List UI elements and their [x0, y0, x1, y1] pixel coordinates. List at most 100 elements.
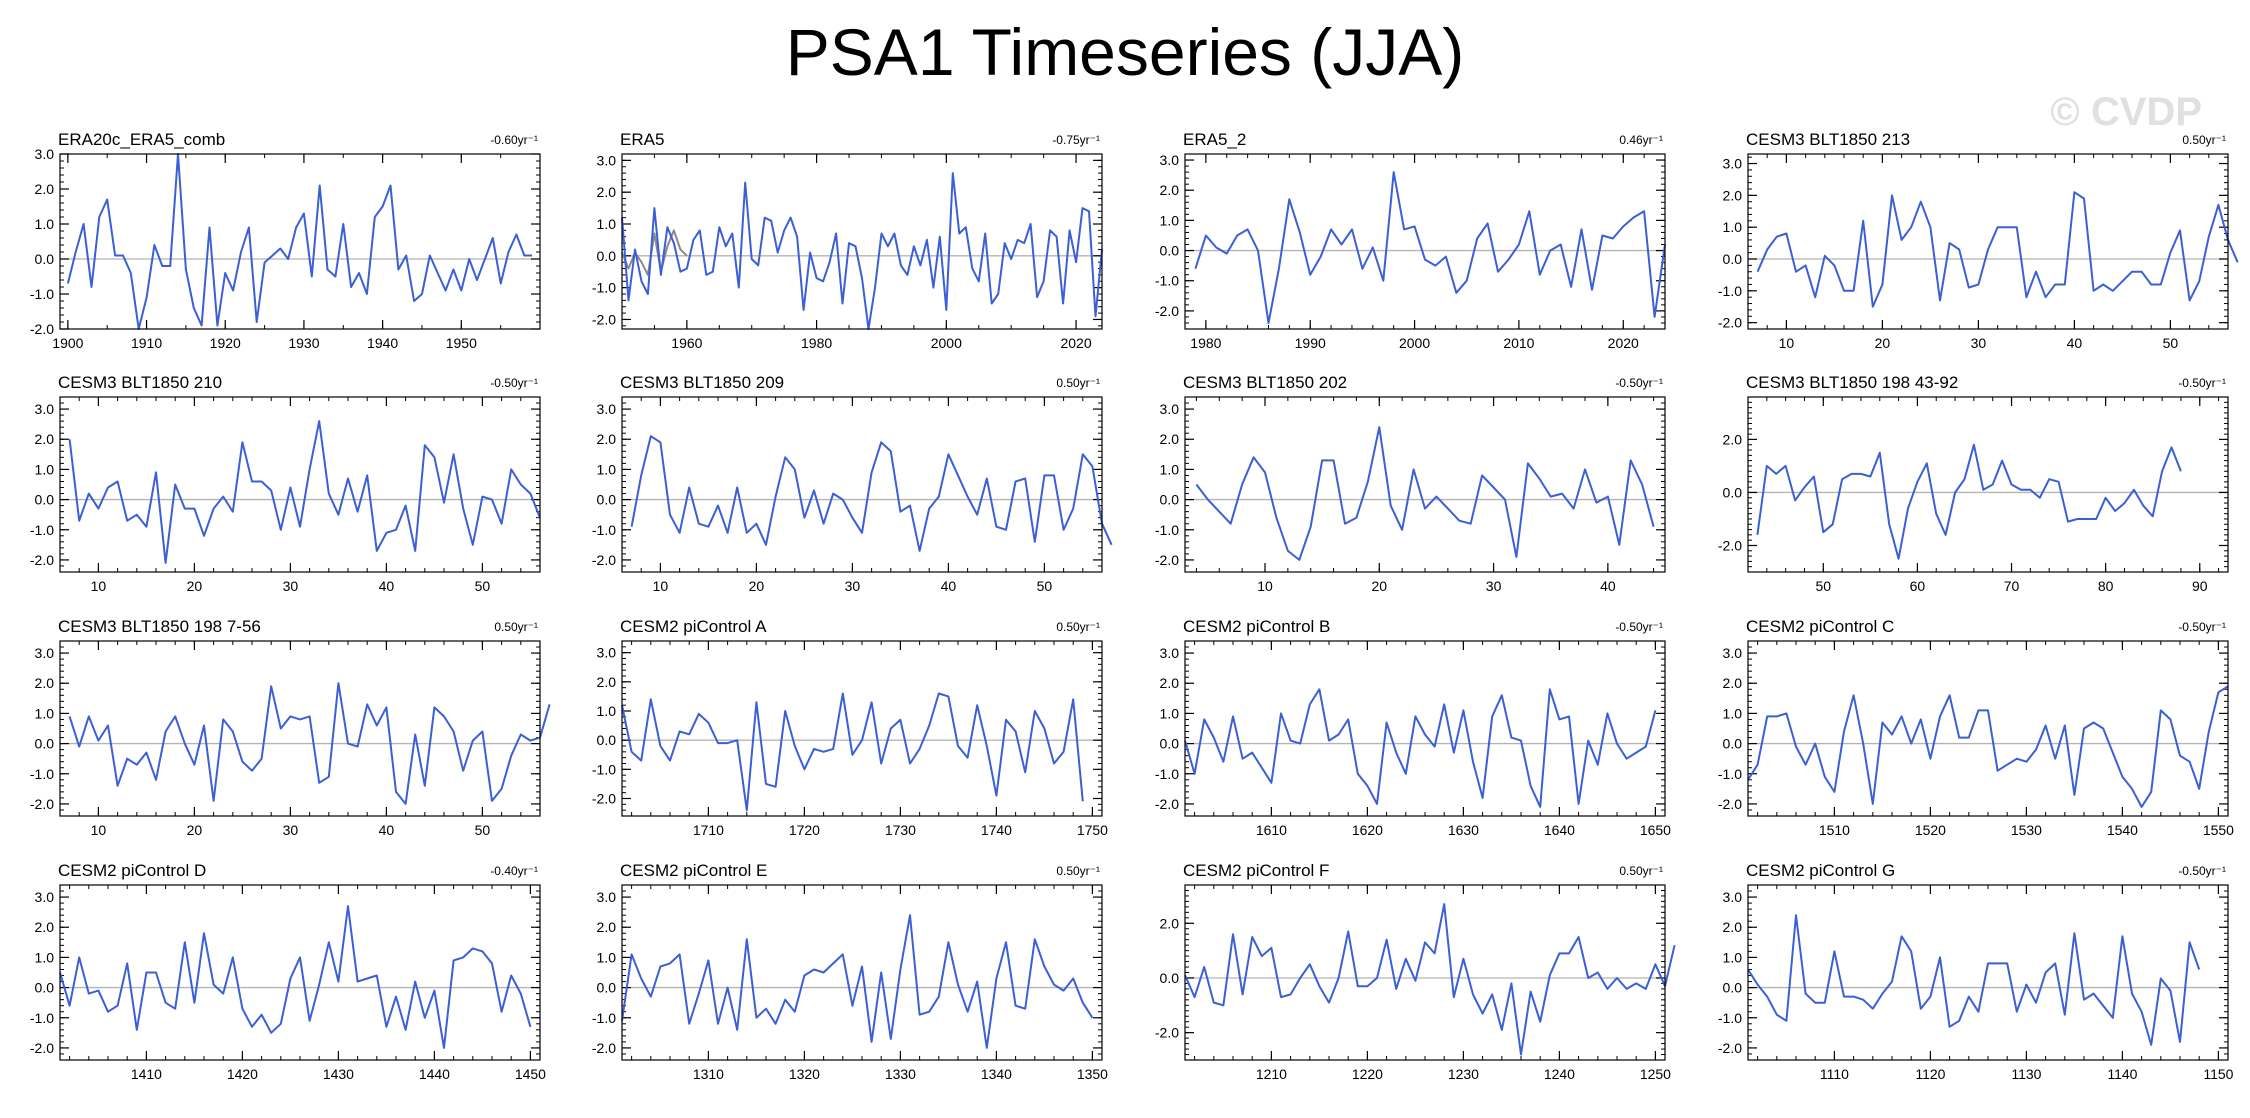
x-tick-label: 1340	[981, 1066, 1012, 1082]
watermark: © CVDP	[2050, 90, 2202, 134]
x-tick-label: 40	[941, 578, 957, 594]
y-tick-label: 2.0	[1160, 915, 1180, 931]
x-tick-label: 1630	[1448, 822, 1479, 838]
x-tick-label: 1430	[323, 1066, 354, 1082]
x-tick-label: 1110	[1820, 1066, 1849, 1082]
plot-frame	[621, 153, 1103, 330]
panel-title: CESM2 piControl G	[1746, 861, 1895, 880]
panel-title: ERA5	[620, 130, 664, 149]
y-tick-label: 0.0	[1723, 980, 1743, 996]
y-tick-label: 3.0	[35, 889, 55, 905]
y-tick-label: 2.0	[1160, 182, 1180, 198]
x-tick-label: 2000	[931, 335, 962, 351]
panel-trend: -0.50yr⁻¹	[490, 376, 538, 390]
x-tick-label: 10	[653, 578, 669, 594]
x-tick-label: 1510	[1819, 822, 1850, 838]
y-tick-label: 2.0	[1723, 187, 1743, 203]
x-tick-label: 1440	[419, 1066, 450, 1082]
y-tick-label: 2.0	[597, 184, 617, 200]
x-tick-label: 20	[1875, 335, 1891, 351]
y-tick-label: -2.0	[592, 311, 616, 327]
y-tick-label: 1.0	[597, 703, 617, 719]
y-tick-label: 0.0	[597, 248, 617, 264]
panel-title: CESM3 BLT1850 209	[620, 373, 784, 392]
x-tick-label: 1640	[1544, 822, 1575, 838]
panel-title: CESM3 BLT1850 202	[1183, 373, 1347, 392]
x-tick-label: 1740	[981, 822, 1012, 838]
y-tick-label: 1.0	[1160, 461, 1180, 477]
y-tick-label: 3.0	[35, 401, 55, 417]
panel-12: CESM2 piControl D -0.40yr⁻¹ -2.0 -1.0 0.0 1.0…	[30, 861, 546, 1082]
y-tick-label: 0.0	[35, 492, 55, 508]
y-tick-label: 2.0	[597, 919, 617, 935]
y-tick-label: -2.0	[1718, 1040, 1742, 1056]
x-tick-label: 1900	[52, 335, 83, 351]
y-tick-label: -1.0	[1155, 766, 1179, 782]
series-line	[59, 905, 532, 1049]
x-tick-label: 50	[2163, 335, 2179, 351]
y-tick-label: -1.0	[592, 761, 616, 777]
y-tick-label: 3.0	[1723, 889, 1743, 905]
panel-0: ERA20c_ERA5_comb -0.60yr⁻¹ -2.0 -1.0 0.0 1.0 2…	[30, 130, 541, 351]
y-tick-label: -1.0	[592, 280, 616, 296]
y-tick-label: 1.0	[1160, 705, 1180, 721]
y-tick-label: 1.0	[597, 461, 617, 477]
y-tick-label: 3.0	[1160, 152, 1180, 168]
x-tick-label: 20	[1371, 578, 1387, 594]
x-tick-label: 1210	[1256, 1066, 1287, 1082]
y-tick-label: 0.0	[597, 980, 617, 996]
y-tick-label: -1.0	[1155, 273, 1179, 289]
x-tick-label: 1540	[2107, 822, 2138, 838]
plot-frame	[59, 640, 541, 817]
y-tick-label: 2.0	[1160, 431, 1180, 447]
x-tick-label: 1710	[693, 822, 724, 838]
series-line	[68, 420, 541, 564]
plot-frame	[621, 884, 1103, 1061]
x-tick-label: 50	[1816, 578, 1832, 594]
series-line	[621, 692, 1084, 812]
panel-15: CESM2 piControl G -0.50yr⁻¹ -2.0 -1.0 0.0 1.0…	[1718, 861, 2234, 1082]
y-tick-label: 1.0	[35, 949, 55, 965]
panel-title: CESM2 piControl D	[58, 861, 206, 880]
x-tick-label: 20	[187, 822, 203, 838]
panel-trend: 0.50yr⁻¹	[1056, 376, 1100, 390]
plot-frame	[1184, 396, 1666, 573]
panel-title: CESM2 piControl C	[1746, 617, 1894, 636]
x-tick-label: 1520	[1915, 822, 1946, 838]
series-line	[1747, 685, 2229, 808]
x-tick-label: 1750	[1077, 822, 1108, 838]
y-tick-label: 1.0	[35, 461, 55, 477]
panel-trend: -0.50yr⁻¹	[2178, 376, 2226, 390]
x-tick-label: 1120	[1915, 1066, 1945, 1082]
y-tick-label: 3.0	[35, 146, 55, 162]
panel-trend: -0.50yr⁻¹	[1615, 620, 1663, 634]
y-tick-label: 2.0	[1723, 675, 1743, 691]
series-line	[621, 172, 1103, 330]
x-tick-label: 40	[379, 578, 395, 594]
panel-trend: 0.50yr⁻¹	[494, 620, 538, 634]
y-tick-label: 2.0	[597, 674, 617, 690]
panel-2: ERA5_2 0.46yr⁻¹ -2.0 -1.0 0.0 1.0 2.0 3.0 1980 19…	[1155, 130, 1666, 351]
panel-trend: 0.50yr⁻¹	[2182, 133, 2226, 147]
y-tick-label: 0.0	[597, 732, 617, 748]
x-tick-label: 40	[379, 822, 395, 838]
y-tick-label: -1.0	[1718, 283, 1742, 299]
x-tick-label: 1550	[2203, 822, 2234, 838]
series-line	[1194, 171, 1666, 324]
x-tick-label: 2020	[1608, 335, 1639, 351]
x-tick-label: 1230	[1448, 1066, 1479, 1082]
y-tick-label: -1.0	[1718, 1010, 1742, 1026]
series-line	[1747, 914, 2201, 1046]
y-tick-label: 0.0	[35, 251, 55, 267]
x-tick-label: 1140	[2107, 1066, 2137, 1082]
panel-trend: -0.50yr⁻¹	[2178, 620, 2226, 634]
panel-6: CESM3 BLT1850 202 -0.50yr⁻¹ -2.0 -1.0 0.0 1.0…	[1155, 373, 1666, 594]
panel-trend: 0.50yr⁻¹	[1619, 864, 1663, 878]
y-tick-label: -1.0	[30, 766, 54, 782]
plot-frame	[1747, 640, 2229, 817]
y-tick-label: 1.0	[1723, 949, 1743, 965]
x-tick-label: 1410	[131, 1066, 162, 1082]
y-tick-label: 3.0	[1160, 401, 1180, 417]
x-tick-label: 1920	[210, 335, 241, 351]
plot-frame	[1747, 884, 2229, 1061]
